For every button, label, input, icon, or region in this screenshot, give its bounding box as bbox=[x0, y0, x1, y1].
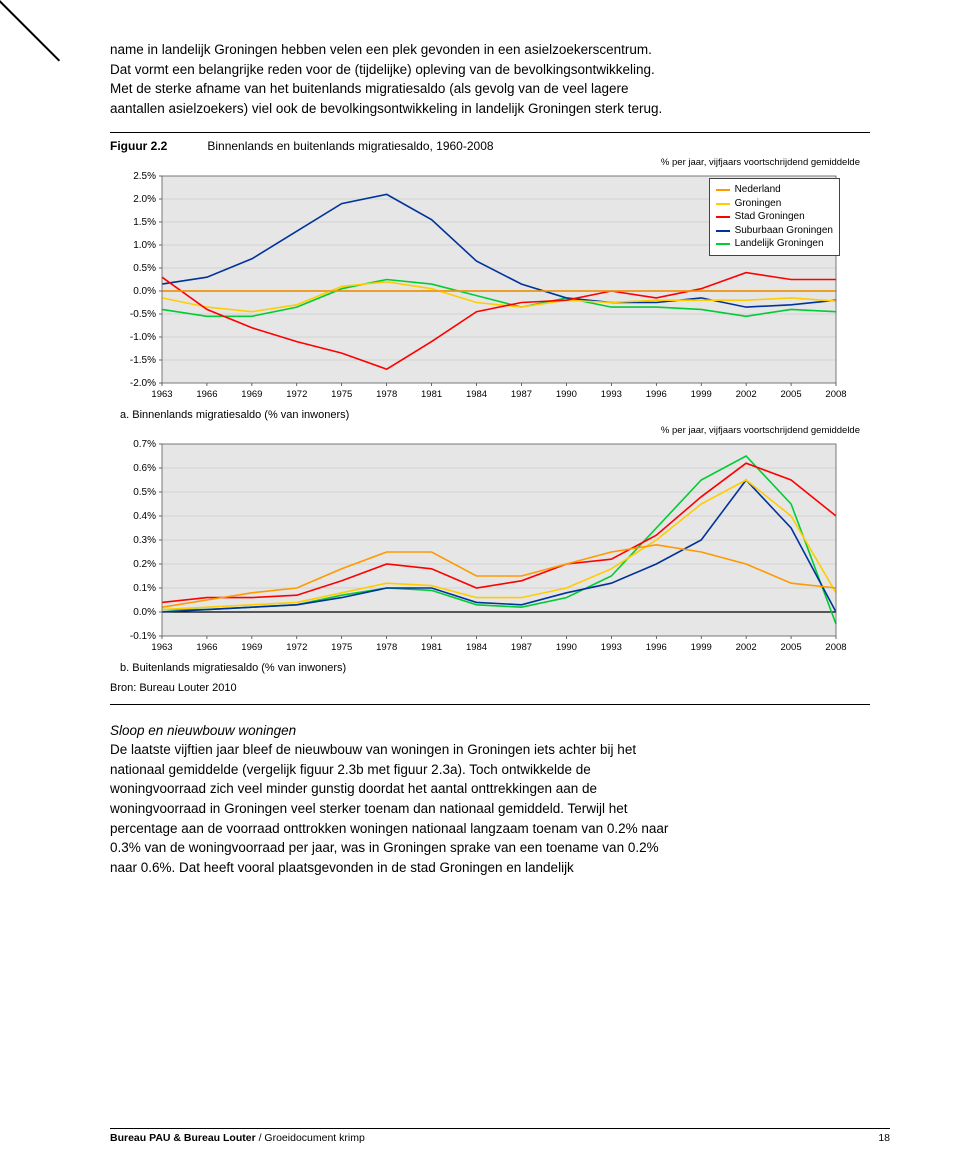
section-paragraph: De laatste vijftien jaar bleef de nieuwb… bbox=[110, 740, 670, 877]
intro-paragraph: name in landelijk Groningen hebben velen… bbox=[110, 40, 670, 118]
svg-text:1981: 1981 bbox=[421, 642, 442, 653]
svg-text:0.5%: 0.5% bbox=[133, 487, 156, 498]
legend-swatch bbox=[716, 189, 730, 191]
svg-text:0.7%: 0.7% bbox=[133, 439, 156, 450]
svg-text:-1.0%: -1.0% bbox=[130, 332, 156, 343]
svg-text:1972: 1972 bbox=[286, 389, 307, 400]
chart-b: 0.7%0.6%0.5%0.4%0.3%0.2%0.1%0.0%-0.1%196… bbox=[110, 438, 850, 658]
svg-text:1966: 1966 bbox=[196, 642, 217, 653]
svg-text:1.0%: 1.0% bbox=[133, 240, 156, 251]
svg-text:1990: 1990 bbox=[556, 389, 577, 400]
footer-left: Bureau PAU & Bureau Louter / Groeidocume… bbox=[110, 1132, 365, 1144]
legend-label: Nederland bbox=[735, 183, 781, 197]
page: name in landelijk Groningen hebben velen… bbox=[0, 0, 960, 1168]
legend-row: Groningen bbox=[716, 197, 833, 211]
svg-text:2008: 2008 bbox=[825, 642, 846, 653]
legend-label: Groningen bbox=[735, 197, 782, 211]
chart-a-note: % per jaar, vijfjaars voortschrijdend ge… bbox=[110, 157, 870, 168]
svg-text:0.2%: 0.2% bbox=[133, 559, 156, 570]
chart-a-caption: a. Binnenlands migratiesaldo (% van inwo… bbox=[120, 409, 870, 421]
svg-text:1978: 1978 bbox=[376, 389, 397, 400]
svg-text:1978: 1978 bbox=[376, 642, 397, 653]
legend-row: Stad Groningen bbox=[716, 210, 833, 224]
figure-block: Figuur 2.2 Binnenlands en buitenlands mi… bbox=[110, 132, 870, 705]
figure-source: Bron: Bureau Louter 2010 bbox=[110, 682, 870, 694]
chart-b-wrap: 0.7%0.6%0.5%0.4%0.3%0.2%0.1%0.0%-0.1%196… bbox=[110, 438, 870, 658]
legend-swatch bbox=[716, 230, 730, 232]
svg-text:2.0%: 2.0% bbox=[133, 194, 156, 205]
chart-b-caption: b. Buitenlands migratiesaldo (% van inwo… bbox=[120, 662, 870, 674]
svg-text:-0.5%: -0.5% bbox=[130, 309, 156, 320]
chart-a-wrap: 2.5% 2.0% 1.5% 1.0% 0.5% 0.0% -0.5% -1.0% -1.5% -… bbox=[110, 170, 870, 405]
svg-text:1963: 1963 bbox=[151, 642, 172, 653]
svg-text:0.6%: 0.6% bbox=[133, 463, 156, 474]
svg-text:1975: 1975 bbox=[331, 642, 352, 653]
chart-a-legend: NederlandGroningenStad GroningenSuburbaa… bbox=[709, 178, 840, 256]
legend-swatch bbox=[716, 216, 730, 218]
legend-row: Landelijk Groningen bbox=[716, 237, 833, 251]
svg-text:2005: 2005 bbox=[780, 642, 801, 653]
svg-text:1969: 1969 bbox=[241, 389, 262, 400]
legend-label: Suburbaan Groningen bbox=[735, 224, 833, 238]
svg-text:2005: 2005 bbox=[780, 389, 801, 400]
legend-label: Stad Groningen bbox=[735, 210, 805, 224]
legend-label: Landelijk Groningen bbox=[735, 237, 824, 251]
footer-left-thin: / Groeidocument krimp bbox=[256, 1132, 365, 1144]
figure-header: Figuur 2.2 Binnenlands en buitenlands mi… bbox=[110, 139, 870, 153]
legend-row: Suburbaan Groningen bbox=[716, 224, 833, 238]
legend-swatch bbox=[716, 243, 730, 245]
figure-title: Binnenlands en buitenlands migratiesaldo… bbox=[207, 139, 493, 153]
svg-text:1990: 1990 bbox=[556, 642, 577, 653]
svg-text:1972: 1972 bbox=[286, 642, 307, 653]
svg-text:1996: 1996 bbox=[646, 389, 667, 400]
svg-text:1984: 1984 bbox=[466, 642, 487, 653]
svg-text:2002: 2002 bbox=[736, 389, 757, 400]
svg-text:-2.0%: -2.0% bbox=[130, 378, 156, 389]
svg-text:1999: 1999 bbox=[691, 389, 712, 400]
footer-left-bold: Bureau PAU & Bureau Louter bbox=[110, 1132, 256, 1144]
svg-text:1999: 1999 bbox=[691, 642, 712, 653]
chart-b-note: % per jaar, vijfjaars voortschrijdend ge… bbox=[110, 425, 870, 436]
section-heading: Sloop en nieuwbouw woningen bbox=[110, 723, 890, 738]
svg-text:2.5%: 2.5% bbox=[133, 171, 156, 182]
footer-page: 18 bbox=[878, 1132, 890, 1144]
footer: Bureau PAU & Bureau Louter / Groeidocume… bbox=[110, 1128, 890, 1144]
svg-text:1981: 1981 bbox=[421, 389, 442, 400]
svg-text:2008: 2008 bbox=[825, 389, 846, 400]
svg-text:2002: 2002 bbox=[736, 642, 757, 653]
svg-text:0.5%: 0.5% bbox=[133, 263, 156, 274]
svg-text:1996: 1996 bbox=[646, 642, 667, 653]
svg-text:1984: 1984 bbox=[466, 389, 487, 400]
svg-text:1993: 1993 bbox=[601, 389, 622, 400]
svg-text:0.0%: 0.0% bbox=[133, 607, 156, 618]
figure-id: Figuur 2.2 bbox=[110, 139, 167, 153]
svg-text:0.1%: 0.1% bbox=[133, 583, 156, 594]
svg-text:1.5%: 1.5% bbox=[133, 217, 156, 228]
svg-text:0.3%: 0.3% bbox=[133, 535, 156, 546]
svg-text:1987: 1987 bbox=[511, 642, 532, 653]
svg-text:1987: 1987 bbox=[511, 389, 532, 400]
svg-text:1969: 1969 bbox=[241, 642, 262, 653]
legend-row: Nederland bbox=[716, 183, 833, 197]
svg-text:0.4%: 0.4% bbox=[133, 511, 156, 522]
svg-text:-0.1%: -0.1% bbox=[130, 631, 156, 642]
corner-decoration bbox=[0, 0, 60, 62]
svg-text:0.0%: 0.0% bbox=[133, 286, 156, 297]
svg-text:1963: 1963 bbox=[151, 389, 172, 400]
svg-text:-1.5%: -1.5% bbox=[130, 355, 156, 366]
svg-text:1975: 1975 bbox=[331, 389, 352, 400]
svg-text:1993: 1993 bbox=[601, 642, 622, 653]
svg-text:1966: 1966 bbox=[196, 389, 217, 400]
legend-swatch bbox=[716, 203, 730, 205]
